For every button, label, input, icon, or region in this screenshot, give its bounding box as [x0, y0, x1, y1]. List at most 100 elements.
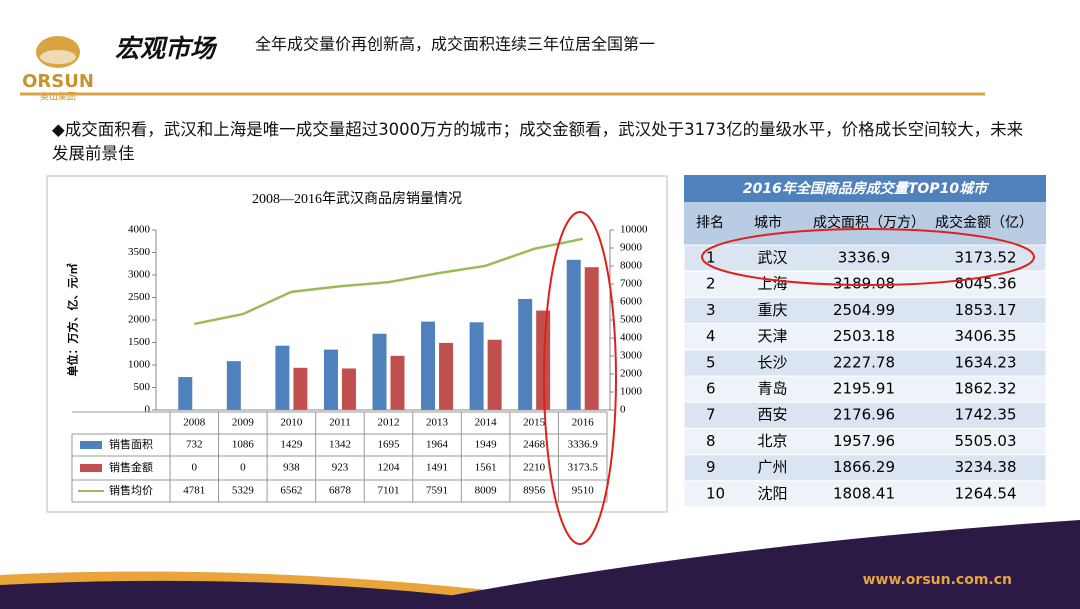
data-table-value: 923	[332, 462, 349, 474]
table-cell: 3406.35	[954, 327, 1016, 345]
table-cell: 1853.17	[954, 301, 1016, 319]
bar	[536, 310, 551, 410]
table-cell: 西安	[757, 406, 787, 424]
table-row-bg	[683, 401, 1047, 429]
legend-label: 销售均价	[109, 483, 153, 497]
bar	[178, 377, 193, 410]
table-cell: 2195.91	[833, 380, 895, 398]
table-cell: 1634.23	[954, 353, 1016, 371]
x-tick-label: 2012	[378, 417, 400, 429]
table-cell: 5505.03	[954, 432, 1016, 450]
y2-tick-label: 10000	[620, 224, 648, 236]
table-cell: 1957.96	[833, 432, 895, 450]
table-cell: 7	[706, 406, 716, 424]
y2-tick-label: 1000	[620, 386, 643, 398]
y-tick-label: 0	[145, 404, 151, 416]
table-cell: 1742.35	[954, 406, 1016, 424]
data-table-value: 732	[186, 439, 203, 451]
y2-tick-label: 8000	[620, 260, 643, 272]
y-tick-label: 3500	[128, 246, 151, 258]
table-cell: 1	[706, 249, 716, 267]
bar	[584, 267, 599, 410]
line-series	[194, 237, 583, 326]
table-cell: 4	[706, 327, 716, 345]
table-cell: 10	[706, 484, 725, 502]
y2-tick-label: 9000	[620, 242, 643, 254]
table-title: 2016年全国商品房成交量TOP10城市	[743, 180, 990, 197]
x-tick-label: 2009	[232, 417, 255, 429]
page-subtitle: 全年成交量价再创新高，成交面积连续三年位居全国第一	[255, 35, 655, 54]
table-cell: 2	[706, 275, 716, 293]
data-table-value: 6562	[280, 485, 302, 497]
bar	[323, 349, 338, 410]
chart: 0 500 1000 1500 2000 2500 3000 3500 4000 0 1000 200…	[71, 224, 648, 503]
x-tick-label: 2010	[280, 417, 303, 429]
legend-label: 销售面积	[109, 437, 153, 451]
table-cell: 8	[706, 432, 716, 450]
x-tick-label: 2008	[183, 417, 206, 429]
bar	[566, 259, 581, 410]
y2-tick-label: 2000	[620, 368, 643, 380]
logo-sub: 奥山集团	[40, 91, 76, 103]
y2-tick-label: 0	[620, 404, 626, 416]
y-tick-label: 2000	[128, 314, 151, 326]
table-cell: 2227.78	[833, 353, 895, 371]
highlight-ellipse	[543, 211, 617, 545]
table-cell: 3234.38	[954, 458, 1016, 476]
table-row-bg	[683, 244, 1047, 272]
x-tick-label: 2016	[572, 417, 595, 429]
table-cell: 3189.08	[833, 275, 895, 293]
data-table-value: 1204	[378, 462, 401, 474]
data-table-value: 1491	[426, 462, 448, 474]
table-cell: 1862.32	[954, 380, 1016, 398]
y2-tick-label: 4000	[620, 332, 643, 344]
data-table-value: 7591	[426, 485, 448, 497]
table-cell: 上海	[757, 275, 787, 293]
table-row-bg	[683, 323, 1047, 351]
y2-tick-label: 7000	[620, 278, 643, 290]
data-table-value: 1342	[329, 439, 351, 451]
bar	[390, 355, 405, 410]
bar	[518, 298, 533, 410]
table-cell: 2176.96	[833, 406, 895, 424]
table-cell: 3	[706, 301, 716, 319]
table-cell: 6	[706, 380, 716, 398]
y-tick-label: 3000	[128, 269, 151, 281]
table-row-bg	[683, 427, 1047, 456]
bar	[293, 367, 308, 410]
y2-tick-label: 6000	[620, 296, 643, 308]
y-tick-label: 2500	[128, 291, 151, 303]
x-tick-label: 2015	[523, 417, 546, 429]
bar	[372, 333, 387, 410]
bar	[226, 361, 241, 410]
table-cell: 沈阳	[757, 484, 787, 502]
bar	[469, 322, 484, 410]
bullet-box: ◆成交面积看，武汉和上海是唯一成交量超过3000万方的城市；成交金额看，武汉处于…	[52, 120, 1023, 163]
table-row-bg	[683, 349, 1047, 377]
data-table-value: 1429	[280, 439, 303, 451]
data-table-value: 3173.5	[568, 462, 599, 474]
data-table-value: 5329	[232, 485, 255, 497]
bar	[341, 368, 356, 410]
y-tick-label: 1500	[128, 336, 151, 348]
data-table-value: 1949	[475, 439, 498, 451]
data-table-value: 0	[240, 462, 246, 474]
table-header: 城市	[754, 214, 782, 231]
footer-shape	[380, 520, 1080, 609]
table-cell: 5	[706, 353, 716, 371]
data-table-value: 1086	[232, 439, 255, 451]
table-row-bg	[683, 375, 1047, 403]
table-cell: 青岛	[757, 380, 787, 398]
table-header: 排名	[696, 215, 724, 231]
data-table-value: 2210	[523, 462, 546, 474]
table-cell: 重庆	[757, 301, 787, 319]
x-tick-label: 2014	[475, 417, 498, 429]
table-header: 成交金额（亿）	[935, 214, 1033, 231]
y2-tick-label: 5000	[620, 314, 643, 326]
y-axis-label: 单位：万方、亿、元/㎡	[66, 263, 80, 376]
data-table-value: 1695	[378, 439, 401, 451]
table-cell: 2504.99	[833, 301, 895, 319]
table-title-bg	[684, 175, 1046, 202]
